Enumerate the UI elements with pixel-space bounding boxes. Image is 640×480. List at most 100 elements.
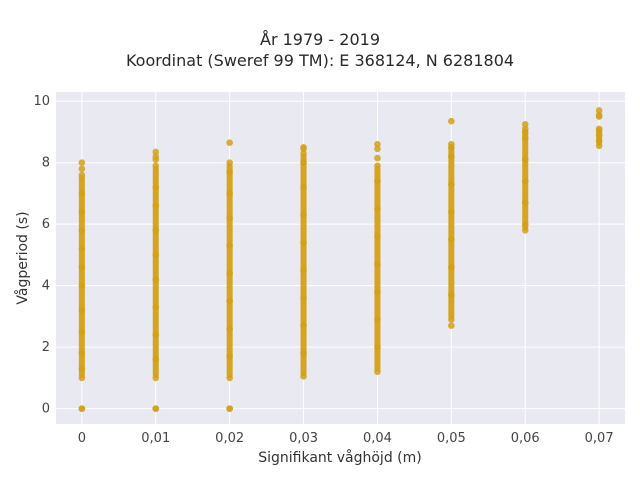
data-point (226, 190, 233, 197)
data-point (374, 145, 381, 153)
data-point (226, 159, 233, 167)
data-point (448, 291, 455, 299)
data-point (78, 245, 86, 253)
data-point (152, 303, 160, 311)
data-point (448, 316, 455, 323)
data-point (78, 328, 86, 336)
data-point (374, 154, 381, 162)
data-point (226, 270, 233, 277)
data-point (152, 153, 160, 160)
data-point (152, 374, 160, 382)
point-band (300, 153, 307, 377)
x-axis-title: Signifikant våghöjd (m) (258, 449, 421, 466)
plot-background (56, 92, 625, 424)
data-point (226, 325, 233, 333)
x-tick-label: 0,02 (215, 431, 244, 446)
y-tick-label: 2 (42, 340, 50, 355)
data-point (300, 183, 307, 191)
data-point (152, 148, 160, 156)
data-point (521, 220, 529, 228)
data-point (78, 365, 86, 372)
data-point (78, 165, 86, 173)
data-point (448, 208, 455, 216)
data-point (521, 227, 529, 234)
tick-labels: 0 2 4 6 8 10 0 0,01 0,02 0,03 0,04 0,05 0,06 0,07 (33, 94, 613, 446)
data-point (152, 251, 160, 259)
data-point (300, 349, 307, 357)
data-point (152, 162, 160, 170)
data-point (595, 111, 603, 119)
x-tick-label: 0,05 (437, 431, 466, 446)
chart-title-line-1: År 1979 - 2019 (260, 30, 380, 49)
data-point (300, 294, 307, 302)
data-point (374, 140, 381, 148)
data-point (521, 134, 529, 142)
data-point (448, 236, 455, 243)
data-point (521, 120, 529, 128)
data-point (78, 263, 86, 271)
data-point (448, 140, 455, 148)
data-point (448, 153, 455, 160)
data-point (78, 159, 86, 167)
data-point (521, 156, 529, 163)
y-tick-label: 6 (42, 217, 50, 232)
data-point (78, 405, 86, 412)
data-point (300, 266, 307, 274)
data-point (595, 142, 603, 150)
x-tick-label: 0,07 (585, 431, 614, 446)
data-point (78, 227, 86, 234)
data-point (448, 263, 455, 271)
data-point (226, 242, 233, 250)
data-point (226, 405, 233, 412)
data-point (152, 276, 160, 283)
data-point (152, 356, 160, 363)
data-point (521, 199, 529, 206)
data-point (78, 349, 86, 357)
data-point (78, 282, 86, 289)
data-point (300, 159, 307, 167)
data-point (226, 297, 233, 305)
point-band (448, 144, 455, 320)
data-point (152, 202, 160, 210)
x-tick-label: 0,06 (511, 431, 540, 446)
data-point (152, 331, 160, 339)
chart-title-line-2: Koordinat (Sweref 99 TM): E 368124, N 62… (125, 51, 515, 70)
data-point (226, 374, 233, 382)
data-point (448, 322, 455, 329)
data-point (78, 374, 86, 382)
data-point (374, 205, 381, 213)
x-tick-label: 0,04 (363, 431, 392, 446)
point-band (78, 178, 85, 378)
x-tick-label: 0 (78, 431, 86, 446)
data-point (448, 117, 455, 125)
point-band (152, 165, 159, 378)
data-point (374, 233, 381, 240)
data-point (226, 168, 233, 176)
x-tick-label: 0,03 (289, 431, 318, 446)
data-point (521, 125, 529, 133)
data-point (595, 125, 603, 133)
y-axis-title: Vågperiod (s) (14, 211, 31, 304)
x-tick-label: 0,01 (141, 431, 170, 446)
data-point (374, 288, 381, 296)
data-point (300, 322, 307, 329)
data-point (595, 131, 603, 139)
data-point (78, 208, 86, 216)
data-point (374, 368, 381, 376)
data-point (374, 343, 381, 351)
y-tick-label: 0 (42, 402, 50, 417)
data-point (300, 150, 307, 157)
data-point (300, 373, 307, 380)
data-point (226, 139, 233, 147)
data-point (300, 144, 307, 151)
data-point (300, 239, 307, 246)
y-tick-label: 8 (42, 156, 50, 171)
data-point (300, 211, 307, 219)
data-point (226, 214, 233, 222)
point-band (374, 165, 381, 372)
data-point (152, 405, 160, 412)
data-point (226, 353, 233, 360)
data-points (78, 107, 603, 412)
